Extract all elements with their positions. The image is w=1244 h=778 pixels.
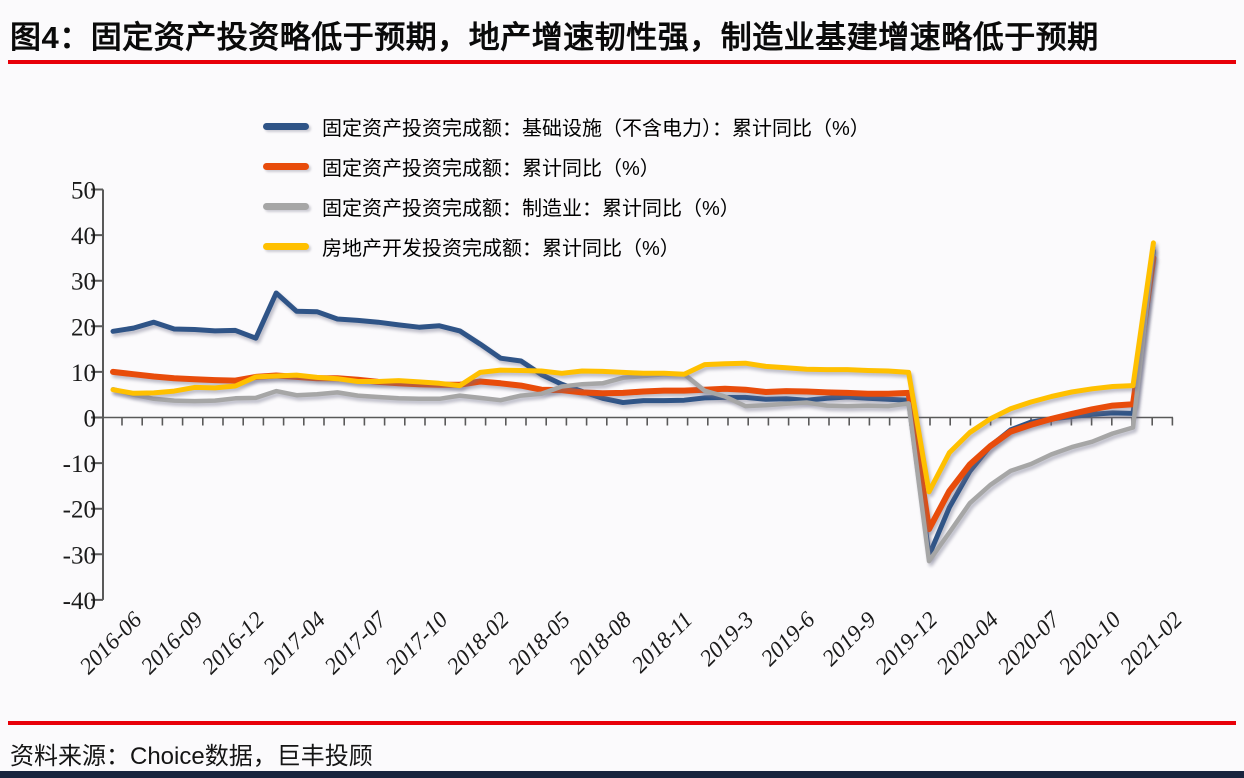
legend-line-swatch [263,202,309,210]
x-axis-label: 2018-11 [627,607,698,678]
title-divider-rule [8,60,1236,64]
legend-item: 房地产开发投资完成额：累计同比（%） [263,226,870,266]
x-axis-label: 2019-3 [695,607,759,671]
x-axis-label: 2019-6 [756,607,820,671]
x-axis-label: 2016-06 [75,607,147,679]
x-axis-label: 2018-05 [503,607,575,679]
x-axis-label: 2017-07 [319,606,392,679]
bottom-bar [0,771,1244,778]
legend-line-swatch [263,242,309,250]
source-note: 资料来源：Choice数据，巨丰投顾 [10,743,373,770]
x-axis-label: 2020-10 [1054,607,1126,679]
legend-label: 房地产开发投资完成额：累计同比（%） [322,237,680,260]
x-axis-label: 2017-04 [258,607,330,679]
y-axis-label: -20 [63,497,96,524]
y-axis-label: 0 [84,406,97,433]
x-axis-label: 2019-12 [870,607,942,679]
source-divider-rule [8,721,1236,725]
y-axis-label: 10 [71,360,96,387]
series-line-4 [110,240,1156,495]
legend-item: 固定资产投资完成额：制造业：累计同比（%） [263,186,870,226]
x-axis [103,416,1174,426]
series-line-1 [110,248,1156,559]
series-line-3 [110,245,1156,564]
y-axis [91,188,104,601]
y-axis-label: -30 [63,542,96,569]
x-axis-label: 2017-10 [381,607,453,679]
y-axis-label: 30 [71,269,96,296]
figure-title: 图4：固定资产投资略低于预期，地产增速韧性强，制造业基建增速略低于预期 [10,20,1099,55]
chart-svg: 50403020100-10-20-30-402016-062016-09201… [63,178,1187,679]
legend-item: 固定资产投资完成额：基础设施（不含电力）：累计同比（%） [263,106,870,146]
x-axis-label: 2020-07 [993,606,1066,679]
x-axis-label: 2018-08 [564,607,636,679]
legend-label: 固定资产投资完成额：基础设施（不含电力）：累计同比（%） [322,117,870,140]
y-axis-label: 20 [71,314,96,341]
x-axis-label: 2018-02 [442,607,514,679]
y-axis-label: 40 [71,223,96,250]
legend-label: 固定资产投资完成额：制造业：累计同比（%） [322,197,740,220]
x-axis-label: 2016-12 [197,607,269,679]
legend-line-swatch [263,122,309,130]
y-axis-label: -10 [63,451,96,478]
x-axis-label: 2021-02 [1115,607,1187,679]
legend: 固定资产投资完成额：基础设施（不含电力）：累计同比（%） 固定资产投资完成额：累计… [263,106,870,266]
x-axis-label: 2020-04 [931,607,1003,679]
legend-line-swatch [263,162,309,170]
y-axis-label: 50 [71,178,96,205]
legend-label: 固定资产投资完成额：累计同比（%） [322,157,660,180]
x-axis-label: 2016-09 [136,607,208,679]
legend-item: 固定资产投资完成额：累计同比（%） [263,146,870,186]
y-axis-label: -40 [63,588,96,615]
